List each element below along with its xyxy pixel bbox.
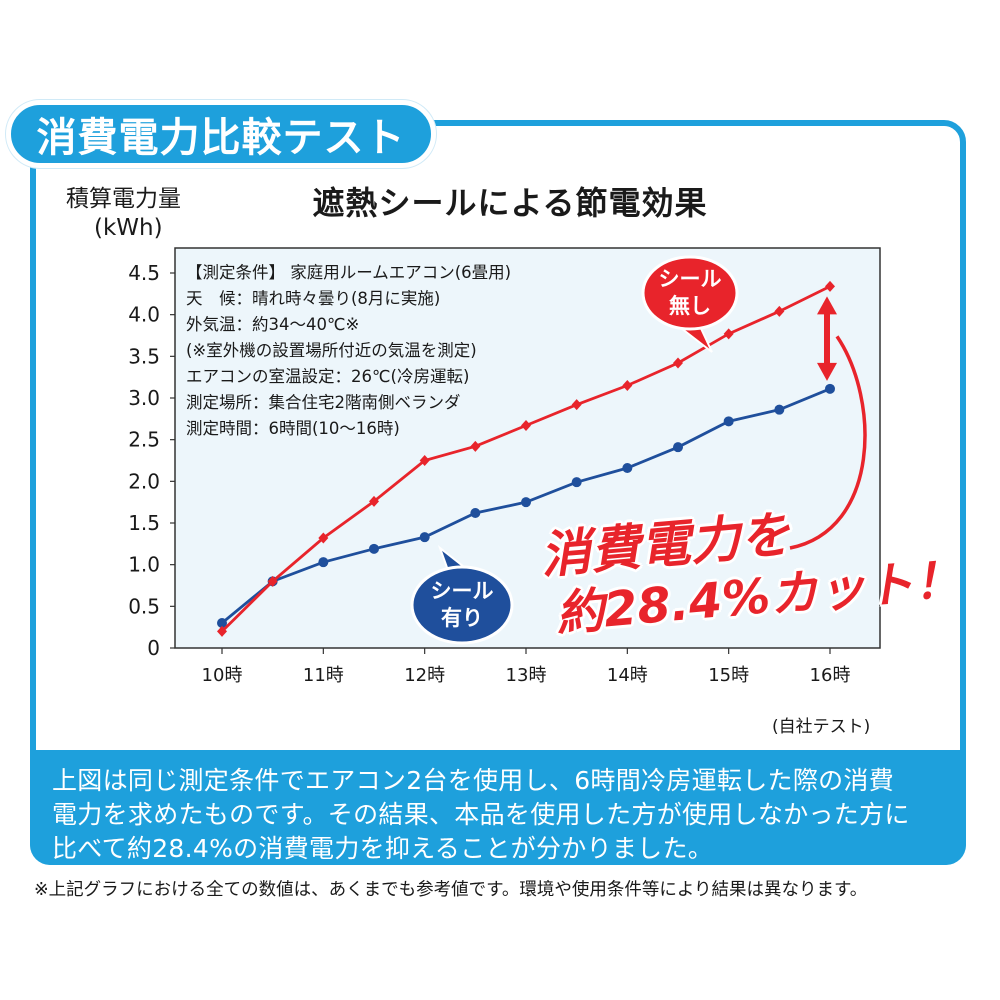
data-point-without-seal xyxy=(622,380,633,391)
y-tick-label: 3.0 xyxy=(128,386,160,410)
y-axis-label-quantity: 積算電力量 xyxy=(66,186,181,212)
description-panel: 上図は同じ測定条件でエアコン2台を使用し、6時間冷房運転した際の消費 電力を求め… xyxy=(30,750,966,865)
condition-line: 【測定条件】 家庭用ルームエアコン(6畳用) xyxy=(186,263,512,282)
data-point-with-seal xyxy=(470,508,481,518)
data-point-without-seal xyxy=(571,399,582,411)
data-point-without-seal xyxy=(217,625,227,637)
data-point-with-seal xyxy=(673,442,683,453)
y-axis-label: 積算電力量 (kWh) xyxy=(66,185,181,243)
measurement-conditions: 【測定条件】 家庭用ルームエアコン(6畳用) 天 候：晴れ時々曇り(8月に実施)… xyxy=(186,260,511,442)
bubble-without-seal-label-2: 無し xyxy=(669,294,711,318)
x-tick-label: 11時 xyxy=(303,665,344,686)
data-point-without-seal xyxy=(318,532,329,544)
condition-line: 測定場所：集合住宅2階南側ベランダ xyxy=(186,393,461,412)
data-point-without-seal xyxy=(267,575,278,587)
data-point-without-seal xyxy=(723,328,734,340)
data-point-with-seal xyxy=(419,532,430,543)
footnote: ※上記グラフにおける全ての数値は、あくまでも参考値です。環境や使用条件等により結… xyxy=(34,880,868,900)
y-tick-label: 1.5 xyxy=(128,511,160,535)
y-tick-label: 2.5 xyxy=(128,428,160,452)
data-point-with-seal xyxy=(521,497,531,508)
bubble-without-seal-label-1: シール xyxy=(659,267,722,291)
data-point-with-seal xyxy=(774,404,785,415)
data-point-without-seal xyxy=(369,495,379,507)
chart-title: 遮熱シールによる節電効果 xyxy=(312,184,708,222)
section-badge: 消費電力比較テスト xyxy=(6,100,436,168)
data-point-with-seal xyxy=(571,477,582,488)
x-tick-label: 16時 xyxy=(810,665,851,686)
y-tick-label: 4.0 xyxy=(128,303,160,327)
data-point-without-seal xyxy=(470,440,481,452)
condition-line: エアコンの室温設定：26℃(冷房運転) xyxy=(186,367,470,386)
description-line: 比べて約28.4%の消費電力を抑えることが分かりました。 xyxy=(52,834,714,863)
data-point-with-seal xyxy=(217,618,227,628)
condition-line: 天 候：晴れ時々曇り(8月に実施) xyxy=(186,289,441,308)
x-tick-label: 15時 xyxy=(708,665,749,686)
plot-area xyxy=(174,247,881,649)
x-tick-label: 10時 xyxy=(202,665,243,686)
y-tick-label: 1.0 xyxy=(128,553,160,577)
y-tick-label: 0.5 xyxy=(128,594,160,618)
data-point-with-seal xyxy=(825,383,835,394)
callout-connector xyxy=(789,335,867,550)
data-point-without-seal xyxy=(419,455,430,466)
difference-arrow-head-up xyxy=(817,296,837,315)
data-point-without-seal xyxy=(774,305,785,317)
source-note: (自社テスト) xyxy=(772,717,871,737)
y-tick-label: 0 xyxy=(147,636,160,660)
data-point-without-seal xyxy=(521,420,531,431)
x-tick-label: 14時 xyxy=(607,665,648,686)
condition-line: 外気温：約34～40℃※ xyxy=(186,315,360,334)
condition-line: (※室外機の設置場所付近の気温を測定) xyxy=(186,341,477,360)
bubble-with-seal xyxy=(410,565,514,645)
y-tick-label: 4.5 xyxy=(128,261,160,285)
y-tick-label: 3.5 xyxy=(128,344,160,368)
x-tick-label: 13時 xyxy=(506,665,547,686)
data-point-without-seal xyxy=(825,280,835,292)
y-tick-label: 2.0 xyxy=(128,469,160,493)
bubble-with-seal-label-2: 有り xyxy=(441,606,483,630)
data-point-with-seal xyxy=(622,463,633,473)
data-point-with-seal xyxy=(723,416,734,427)
bubble-without-seal xyxy=(641,255,739,331)
condition-line: 測定時間：6時間(10～16時) xyxy=(186,419,400,438)
description-line: 上図は同じ測定条件でエアコン2台を使用し、6時間冷房運転した際の消費 xyxy=(52,766,895,795)
data-point-with-seal xyxy=(318,557,329,568)
difference-arrow-head-down xyxy=(817,362,837,381)
x-tick-label: 12時 xyxy=(404,665,445,686)
data-point-without-seal xyxy=(673,357,683,369)
description-line: 電力を求めたものです。その結果、本品を使用した方が使用しなかった方に xyxy=(52,800,910,829)
data-point-with-seal xyxy=(369,543,379,554)
bubble-with-seal-label-1: シール xyxy=(431,579,494,603)
y-axis-label-unit: (kWh) xyxy=(94,215,163,241)
